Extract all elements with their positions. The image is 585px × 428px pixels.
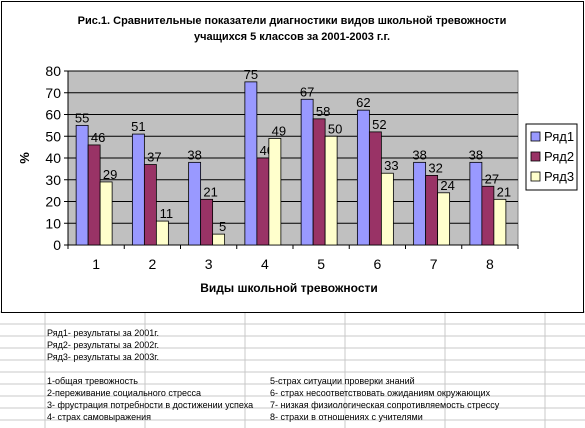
y-axis-label: % bbox=[17, 152, 32, 164]
y-tick-label: 10 bbox=[45, 215, 61, 231]
y-tick-label: 50 bbox=[45, 128, 61, 144]
bar-series1-cat8[interactable] bbox=[469, 161, 483, 246]
bar-series3-cat7[interactable] bbox=[437, 192, 451, 246]
legend-swatch bbox=[530, 151, 541, 162]
data-label: 21 bbox=[203, 184, 217, 199]
data-label: 37 bbox=[147, 150, 161, 165]
x-tick-label: 8 bbox=[486, 256, 494, 272]
bar-series2-cat5[interactable] bbox=[312, 118, 326, 246]
data-label: 29 bbox=[103, 167, 117, 182]
note-type-6: 6- страх несоответствовать ожиданиям окр… bbox=[270, 388, 491, 398]
bar-series1-cat6[interactable] bbox=[356, 109, 370, 246]
bar-series2-cat4[interactable] bbox=[256, 157, 270, 246]
y-tick-label: 80 bbox=[45, 63, 61, 79]
chart-title-line1: Рис.1. Сравнительные показатели диагност… bbox=[78, 15, 507, 27]
bar-series1-cat4[interactable] bbox=[244, 81, 258, 246]
y-tick-label: 70 bbox=[45, 85, 61, 101]
data-label: 50 bbox=[328, 121, 342, 136]
chart-title-line2: учащихся 5 классов за 2001-2003 г.г. bbox=[194, 31, 390, 43]
data-label: 38 bbox=[187, 147, 201, 162]
data-label: 5 bbox=[219, 219, 226, 234]
data-label: 51 bbox=[131, 119, 145, 134]
data-label: 24 bbox=[440, 178, 454, 193]
y-tick-label: 0 bbox=[53, 237, 61, 253]
data-label: 49 bbox=[272, 123, 286, 138]
y-tick-label: 40 bbox=[45, 150, 61, 166]
x-tick-label: 6 bbox=[373, 256, 381, 272]
legend-label: Ряд1 bbox=[544, 129, 574, 144]
chart-area[interactable]: Рис.1. Сравнительные показатели диагност… bbox=[1, 1, 584, 313]
data-label: 55 bbox=[75, 110, 89, 125]
legend-swatch bbox=[530, 171, 541, 182]
data-label: 46 bbox=[91, 130, 105, 145]
bar-series3-cat5[interactable] bbox=[324, 135, 338, 246]
note-type-8: 8- страхи в отношениях с учителями bbox=[270, 412, 423, 422]
bar-series1-cat3[interactable] bbox=[188, 161, 202, 246]
note-series-3: Ряд3- результаты за 2003г. bbox=[47, 352, 159, 362]
bar-series2-cat6[interactable] bbox=[368, 131, 382, 246]
note-type-7: 7- низкая физиологическая сопротивляемос… bbox=[270, 400, 500, 410]
legend: Ряд1 Ряд2 Ряд3 bbox=[525, 123, 578, 191]
bar-series2-cat1[interactable] bbox=[87, 144, 101, 246]
plot-area: 0102030405060708015546292513711338215475… bbox=[45, 63, 519, 272]
legend-swatch bbox=[530, 131, 541, 142]
bar-series2-cat8[interactable] bbox=[481, 185, 495, 246]
x-tick-label: 5 bbox=[317, 256, 325, 272]
bar-chart: Рис.1. Сравнительные показатели диагност… bbox=[17, 15, 578, 295]
x-tick-label: 4 bbox=[261, 256, 269, 272]
bar-series3-cat6[interactable] bbox=[380, 172, 394, 246]
data-label: 38 bbox=[469, 147, 483, 162]
bar-series1-cat2[interactable] bbox=[131, 133, 145, 246]
data-label: 58 bbox=[316, 104, 330, 119]
data-label: 33 bbox=[384, 158, 398, 173]
data-label: 62 bbox=[356, 95, 370, 110]
note-type-2: 2-переживание социального стресса bbox=[47, 388, 201, 398]
data-label: 67 bbox=[300, 84, 314, 99]
bar-series1-cat1[interactable] bbox=[75, 124, 89, 246]
data-label: 27 bbox=[485, 171, 499, 186]
y-tick-label: 20 bbox=[45, 194, 61, 210]
bar-series3-cat3[interactable] bbox=[212, 233, 226, 246]
bar-series3-cat8[interactable] bbox=[493, 198, 507, 246]
x-tick-label: 1 bbox=[92, 256, 100, 272]
data-label: 32 bbox=[428, 160, 442, 175]
x-axis-label: Виды школьной тревожности bbox=[200, 281, 378, 295]
y-tick-label: 30 bbox=[45, 172, 61, 188]
data-label: 38 bbox=[412, 147, 426, 162]
data-label: 52 bbox=[372, 117, 386, 132]
bar-series2-cat3[interactable] bbox=[200, 198, 214, 246]
data-label: 75 bbox=[244, 67, 258, 82]
y-tick-label: 60 bbox=[45, 107, 61, 123]
bar-series2-cat2[interactable] bbox=[143, 164, 157, 246]
note-series-1: Ряд1- результаты за 2001г. bbox=[47, 328, 159, 338]
x-tick-label: 3 bbox=[205, 256, 213, 272]
note-type-5: 5-страх ситуации проверки знаний bbox=[270, 376, 415, 386]
bar-series3-cat2[interactable] bbox=[155, 220, 169, 246]
note-series-2: Ряд2- результаты за 2002г. bbox=[47, 340, 159, 350]
data-label: 21 bbox=[497, 184, 511, 199]
data-label: 11 bbox=[160, 206, 174, 221]
x-tick-label: 7 bbox=[430, 256, 438, 272]
bar-series3-cat1[interactable] bbox=[99, 181, 113, 246]
bar-series1-cat7[interactable] bbox=[413, 161, 427, 246]
bar-series2-cat7[interactable] bbox=[425, 174, 439, 246]
bar-series1-cat5[interactable] bbox=[300, 98, 314, 246]
note-type-3: 3- фрустрация потребности в достижении у… bbox=[47, 400, 254, 410]
note-type-1: 1-общая тревожность bbox=[47, 376, 138, 386]
note-type-4: 4- страх самовыражения bbox=[47, 412, 151, 422]
x-tick-label: 2 bbox=[148, 256, 156, 272]
legend-label: Ряд3 bbox=[544, 169, 574, 184]
bar-series3-cat4[interactable] bbox=[268, 138, 282, 246]
legend-label: Ряд2 bbox=[544, 149, 574, 164]
